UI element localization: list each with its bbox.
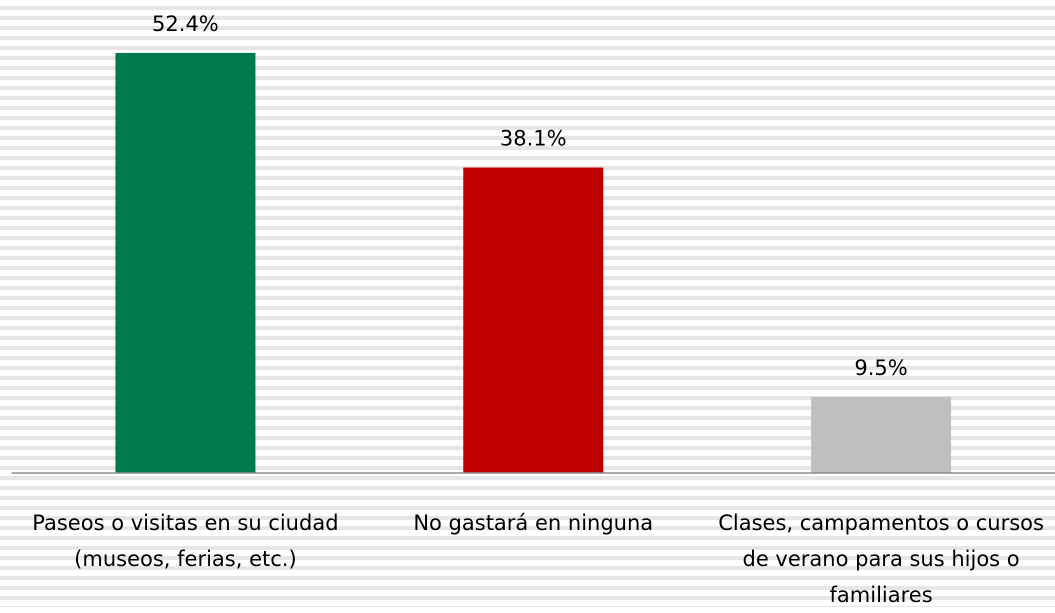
x-tick-label: Clases, campamentos o cursos de verano p… <box>718 511 1044 607</box>
bar <box>811 396 952 473</box>
data-label: 52.4% <box>152 12 219 36</box>
x-tick-label: Paseos o visitas en su ciudad (museos, f… <box>32 511 339 571</box>
data-label: 38.1% <box>500 127 567 151</box>
x-tick-label: No gastará en ninguna <box>413 511 654 535</box>
data-label: 9.5% <box>854 356 907 380</box>
bar <box>463 167 604 473</box>
bar <box>115 52 256 473</box>
